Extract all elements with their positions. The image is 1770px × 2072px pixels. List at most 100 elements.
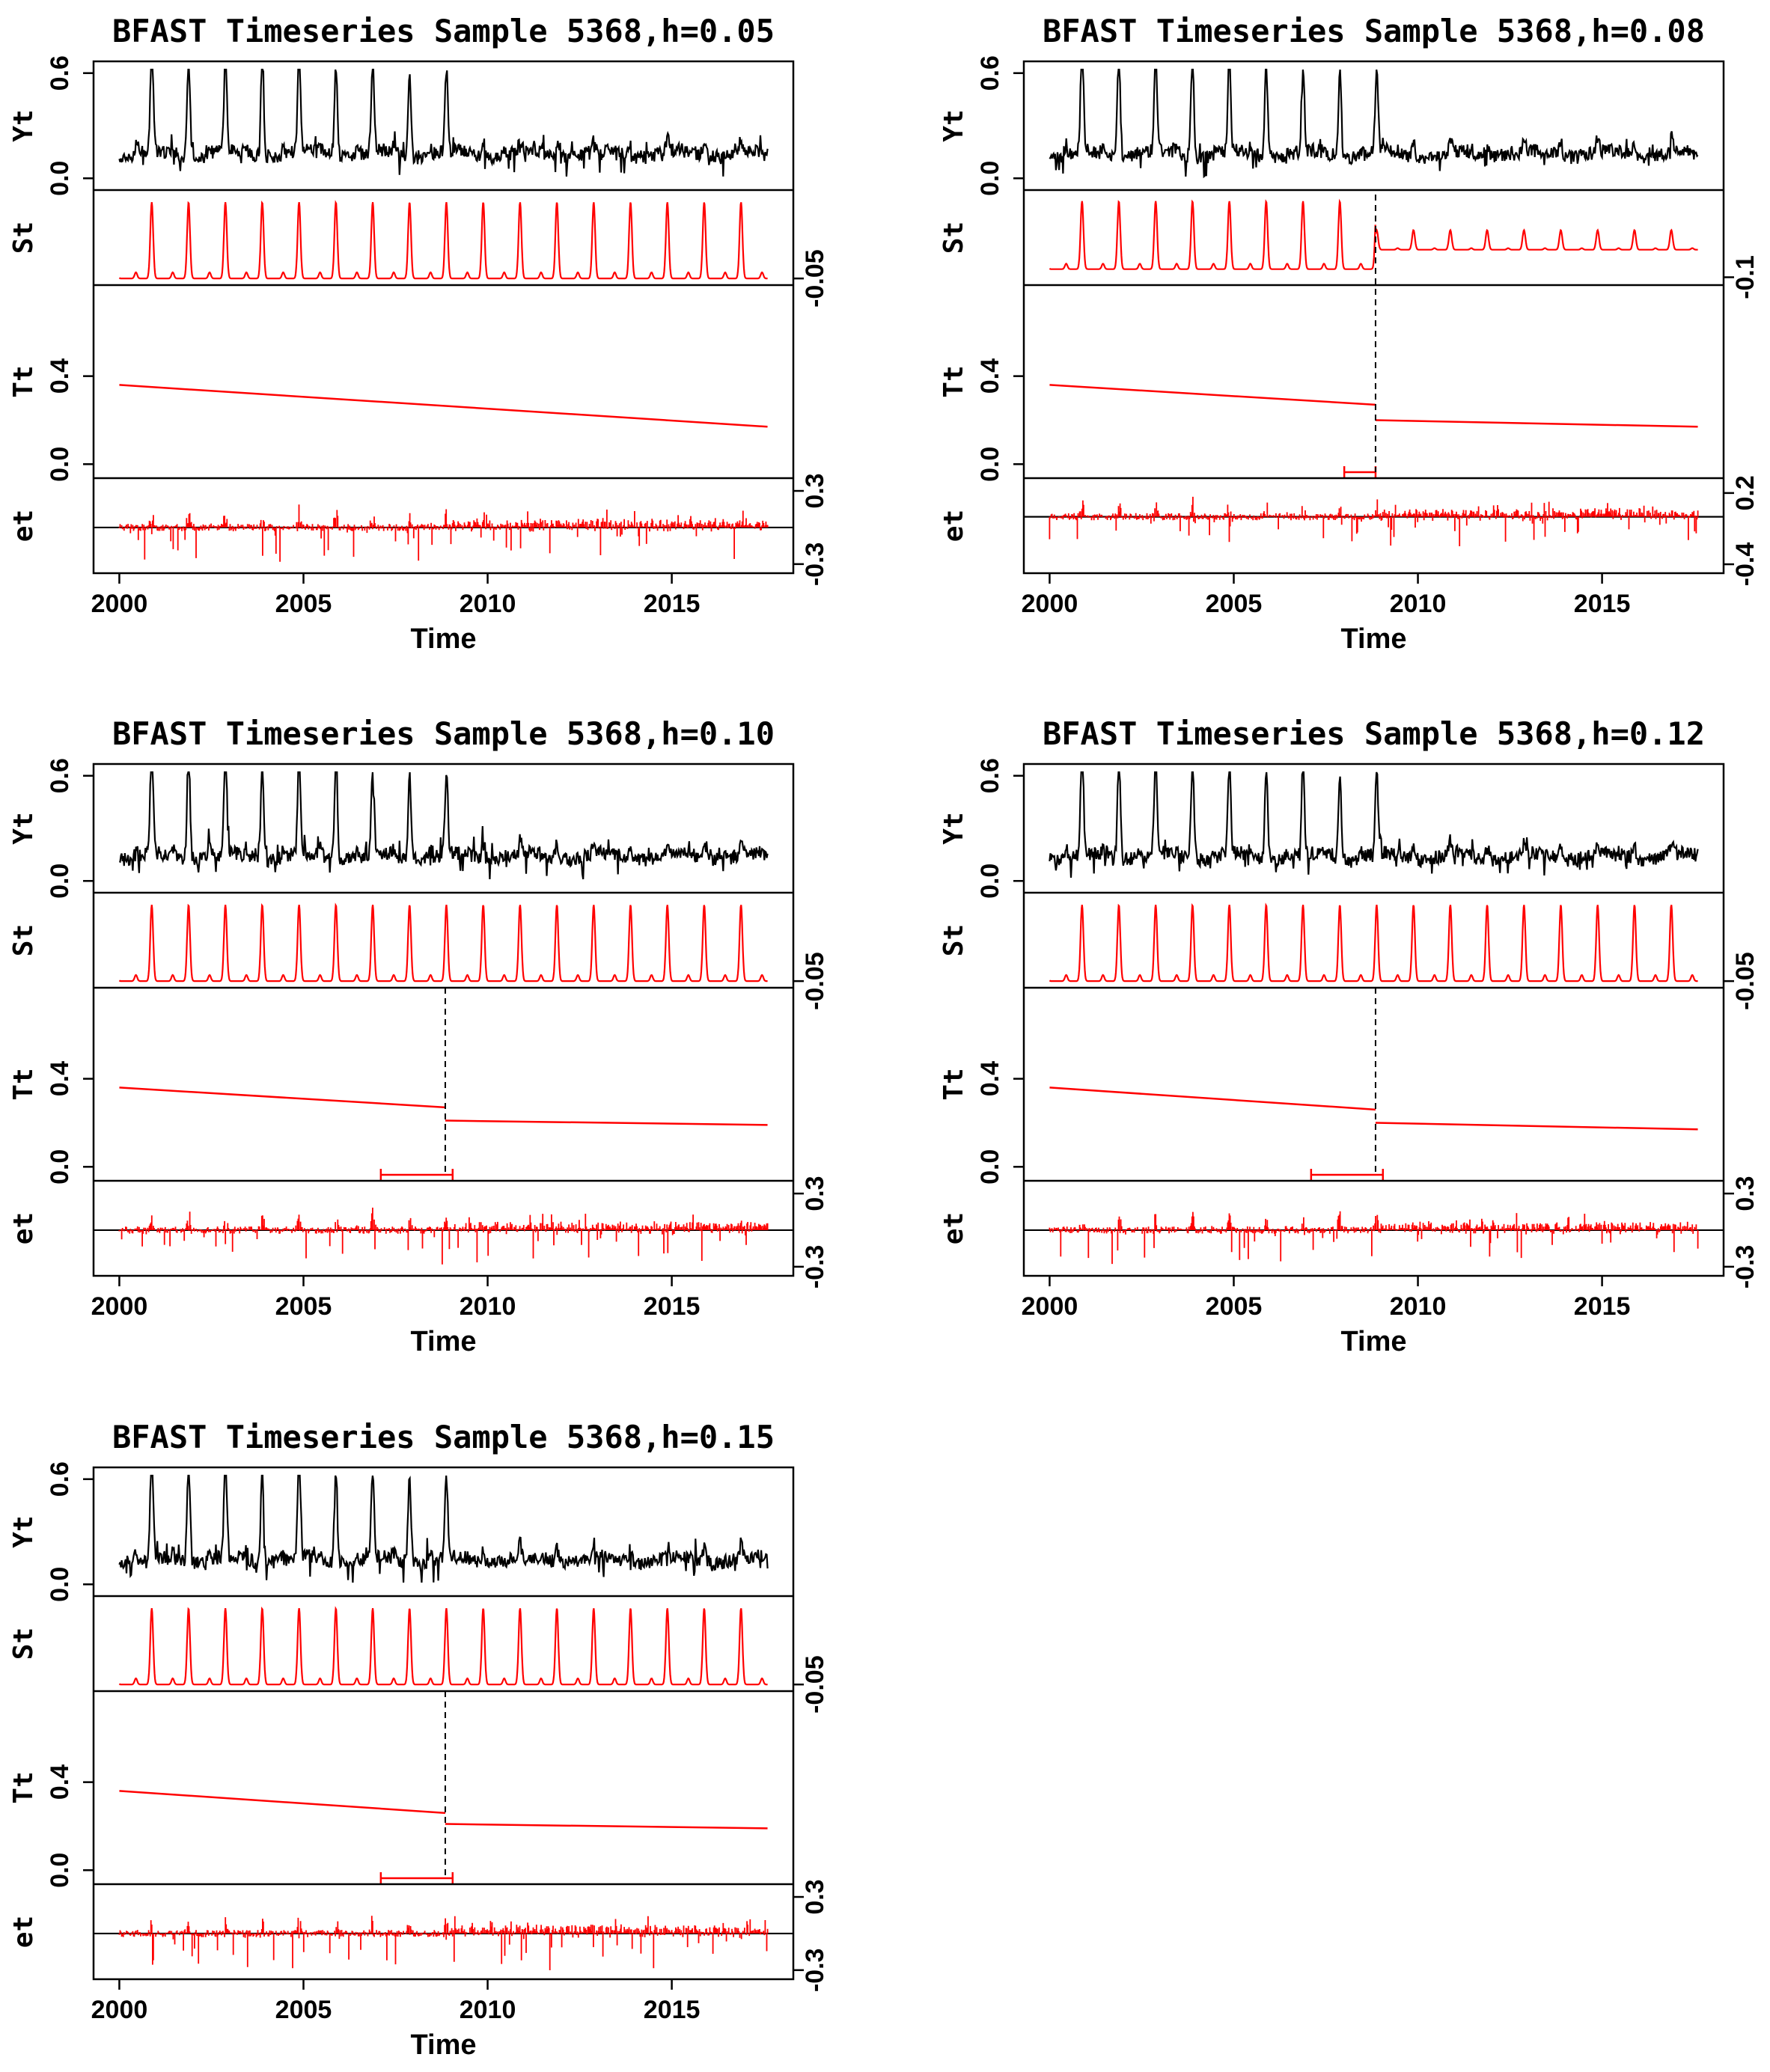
y-tick-label: 0.6 <box>46 758 74 793</box>
y-tick-label: 0.0 <box>46 1853 74 1888</box>
panel-tt: Tt 0.0 0.4 <box>8 284 793 482</box>
residual-bars <box>118 1916 769 1970</box>
panel-label-st: St <box>8 221 39 254</box>
x-tick-label: 2010 <box>1390 1292 1447 1321</box>
panel-et: et -0.3 0.3 <box>939 1176 1760 1289</box>
y-tick-label: 0.4 <box>976 1061 1004 1096</box>
trend-segment <box>1049 384 1376 406</box>
x-tick-label: 2015 <box>644 590 701 618</box>
y-tick-label: -0.05 <box>1731 952 1760 1010</box>
y-tick-label: 0.4 <box>46 1061 74 1096</box>
x-tick-label: 2000 <box>1022 1292 1078 1321</box>
y-tick-label: -0.3 <box>801 1949 829 1993</box>
panel-label-yt: Yt <box>939 812 969 844</box>
panel-et: et -0.4 0.2 <box>939 475 1760 586</box>
trend-segment <box>1049 1087 1376 1111</box>
panel-label-yt: Yt <box>8 109 39 141</box>
y-tick-label: -0.1 <box>1731 255 1760 299</box>
x-tick-label: 2010 <box>460 1996 516 2024</box>
observed-series-line <box>1049 771 1699 878</box>
y-tick-label: 0.4 <box>46 358 74 394</box>
y-tick-label: -0.3 <box>801 1245 829 1289</box>
x-tick-label: 2005 <box>275 1996 332 2024</box>
y-tick-label: 0.0 <box>46 1149 74 1185</box>
panel-label-et: et <box>8 1916 39 1948</box>
panel-st: St -0.05 <box>8 1595 829 1714</box>
x-axis-label: Time <box>1340 623 1406 655</box>
x-tick-label: 2015 <box>1574 1292 1631 1321</box>
observed-series-line <box>118 771 769 880</box>
panel-label-et: et <box>939 510 969 542</box>
y-tick-label: 0.3 <box>801 1879 829 1914</box>
chart-2: BFAST Timeseries Sample 5368,h=0.08Yt0.0… <box>939 13 1760 655</box>
chart-frame <box>1022 763 1725 1277</box>
chart-frame <box>92 763 795 1277</box>
y-tick-label: 0.6 <box>46 1461 74 1497</box>
panel-label-tt: Tt <box>8 1771 39 1803</box>
trend-segment <box>119 1087 446 1109</box>
panel-tt: Tt 0.0 0.4 <box>8 986 793 1185</box>
y-tick-label: -0.05 <box>801 1655 829 1714</box>
panel-tt: Tt 0.0 0.4 <box>8 1690 793 1888</box>
panel-st: St -0.05 <box>939 891 1760 1010</box>
x-axis-label: Time <box>1340 1326 1406 1357</box>
y-tick-label: 0.0 <box>976 447 1004 482</box>
panel-yt: Yt0.0 0.6 <box>8 55 769 196</box>
chart-title: BFAST Timeseries Sample 5368,h=0.12 <box>1043 715 1705 752</box>
chart-frame <box>1022 60 1725 575</box>
x-axis-label: Time <box>410 1326 476 1357</box>
panel-tt: Tt 0.0 0.4 <box>939 284 1724 482</box>
x-tick-label: 2010 <box>460 1292 516 1321</box>
seasonal-series-line <box>1049 902 1698 982</box>
y-tick-label: 0.3 <box>1731 1176 1760 1211</box>
residual-bars <box>118 1207 769 1265</box>
y-tick-label: 0.2 <box>1731 475 1760 510</box>
panel-label-yt: Yt <box>939 109 969 141</box>
y-tick-label: 0.4 <box>976 358 1004 394</box>
chart-1: BFAST Timeseries Sample 5368,h=0.05Yt0.0… <box>8 13 829 655</box>
trend-segment <box>119 384 768 428</box>
panel-label-st: St <box>8 924 39 956</box>
x-tick-label: 2005 <box>1206 1292 1263 1321</box>
y-tick-label: 0.6 <box>46 55 74 91</box>
y-tick-label: 0.0 <box>46 161 74 196</box>
x-tick-label: 2000 <box>1022 590 1078 618</box>
residual-bars <box>1049 1211 1699 1265</box>
observed-series-line <box>1049 68 1699 179</box>
panel-label-et: et <box>8 1212 39 1244</box>
y-tick-label: -0.3 <box>1731 1245 1760 1289</box>
y-tick-label: 0.4 <box>46 1764 74 1800</box>
y-tick-label: -0.4 <box>1731 543 1760 587</box>
trend-segment <box>1375 419 1698 428</box>
panel-st: St -0.05 <box>8 189 829 308</box>
panel-yt: Yt0.0 0.6 <box>939 55 1699 196</box>
seasonal-series-line <box>118 200 768 280</box>
chart-frame <box>92 1466 795 1981</box>
seasonal-series-line <box>118 1606 768 1686</box>
y-tick-label: 0.0 <box>976 1149 1004 1185</box>
panel-label-tt: Tt <box>8 1068 39 1100</box>
panel-et: et -0.3 0.3 <box>8 473 829 586</box>
chart-title: BFAST Timeseries Sample 5368,h=0.15 <box>112 1419 775 1455</box>
y-tick-label: -0.3 <box>801 543 829 587</box>
seasonal-series-line <box>1049 198 1698 270</box>
chart-3: BFAST Timeseries Sample 5368,h=0.10 Yt0.0… <box>8 715 829 1357</box>
panel-et: et -0.3 0.3 <box>8 1176 829 1289</box>
y-tick-label: 0.6 <box>976 758 1004 793</box>
y-tick-label: 0.0 <box>976 161 1004 196</box>
panel-st: St -0.1 <box>939 189 1760 299</box>
y-tick-label: -0.05 <box>801 952 829 1010</box>
panel-label-tt: Tt <box>939 365 969 397</box>
x-tick-label: 2000 <box>91 590 148 618</box>
trend-segment <box>445 1823 768 1830</box>
x-tick-label: 2010 <box>460 590 516 618</box>
x-axis-label: Time <box>410 623 476 655</box>
chart-title: BFAST Timeseries Sample 5368,h=0.08 <box>1043 13 1705 49</box>
x-tick-label: 2005 <box>1206 590 1263 618</box>
y-tick-label: -0.05 <box>801 249 829 308</box>
panel-yt: Yt0.0 0.6 <box>8 758 769 899</box>
x-tick-label: 2015 <box>644 1996 701 2024</box>
x-tick-label: 2000 <box>91 1292 148 1321</box>
chart-title: BFAST Timeseries Sample 5368,h=0.10 <box>112 715 775 752</box>
